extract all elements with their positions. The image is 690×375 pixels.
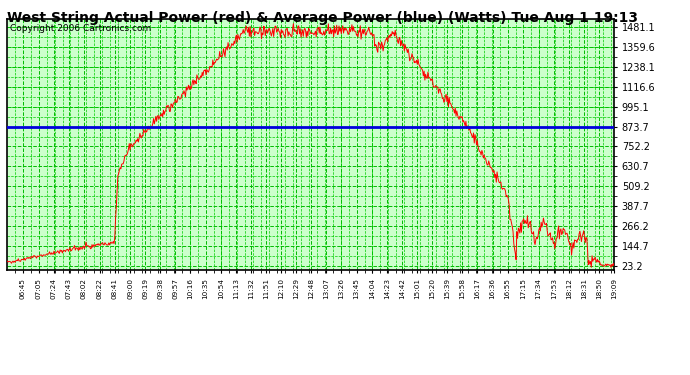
Text: Copyright 2006 Cartronics.com: Copyright 2006 Cartronics.com (10, 24, 151, 33)
Text: West String Actual Power (red) & Average Power (blue) (Watts) Tue Aug 1 19:13: West String Actual Power (red) & Average… (7, 11, 638, 25)
